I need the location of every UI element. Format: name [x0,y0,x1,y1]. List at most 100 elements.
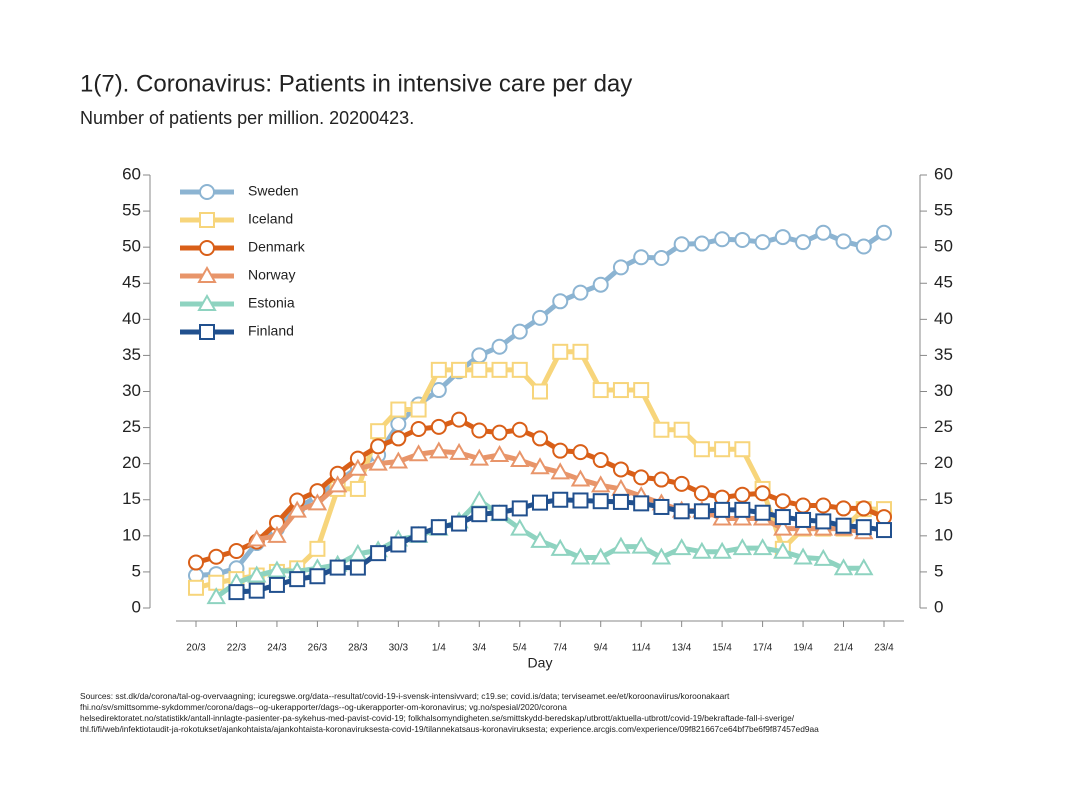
data-point [611,536,631,554]
data-point [673,236,690,253]
data-point [471,422,488,439]
data-point [592,276,609,293]
data-point [550,462,570,480]
legend-label: Norway [248,267,295,283]
series [228,491,892,601]
series [188,411,892,571]
data-point [228,542,245,559]
y-tick-label: 10 [122,525,141,544]
y-tick-label: 30 [122,381,141,400]
data-point [752,538,773,556]
data-point [532,309,548,326]
data-point [673,421,690,438]
data-point [673,503,690,520]
y2-tick-label: 5 [934,561,943,580]
data-point [469,490,490,508]
data-point [348,458,368,476]
data-point [876,522,892,539]
y2-tick-label: 15 [934,489,953,508]
data-point [552,293,569,310]
y2-tick-label: 35 [934,345,953,364]
data-point [289,571,306,588]
data-point [855,519,872,536]
legend-marker [199,240,215,256]
y-tick-label: 25 [122,417,141,436]
data-point [754,504,771,521]
x-tick-label: 21/4 [834,643,854,654]
data-point [511,500,528,517]
data-point [552,442,569,459]
data-point [633,382,650,399]
data-point [592,382,609,399]
data-point [287,500,307,518]
data-point [612,461,629,478]
data-point [246,565,267,583]
data-point [388,451,409,469]
legend-label: Iceland [248,211,293,227]
data-point [552,343,569,360]
y2-tick-label: 45 [934,273,953,292]
y-tick-label: 0 [132,597,141,616]
data-point [530,457,550,475]
data-point [612,493,629,510]
data-point [815,497,832,514]
y2-tick-label: 40 [934,309,953,328]
data-point [511,361,528,378]
legend-label: Sweden [248,183,299,199]
x-tick-label: 11/4 [632,643,651,654]
data-point [855,238,872,255]
data-point [570,469,591,487]
data-point [612,382,629,399]
x-tick-label: 3/4 [472,643,486,654]
data-point [692,541,712,559]
data-point [774,493,791,510]
data-point [835,500,852,517]
data-point [693,441,710,458]
legend-marker [199,184,215,200]
data-point [774,509,791,526]
y-tick-label: 55 [122,201,141,220]
legend-marker [197,265,217,283]
data-point [469,448,490,466]
data-point [714,441,731,458]
data-point [511,323,528,340]
data-point [370,545,387,562]
legend-marker [197,293,217,311]
data-point [572,284,589,301]
source-line: thl.fi/fi/web/infektiotaudit-ja-rokotuks… [80,724,819,734]
y-tick-label: 50 [122,237,141,256]
y-tick-label: 35 [122,345,141,364]
data-point [773,541,793,559]
x-tick-label: 22/3 [227,643,247,654]
y2-tick-label: 0 [934,597,943,616]
data-point [370,438,387,455]
data-point [370,423,387,440]
data-point [835,233,852,250]
data-point [510,450,530,468]
data-point [268,576,285,593]
legend-label: Estonia [248,295,295,311]
data-point [653,498,670,515]
x-tick-label: 15/4 [712,643,732,654]
data-point [449,442,469,460]
data-point [774,229,791,246]
data-point [390,536,407,553]
data-point [491,361,508,378]
data-point [471,347,488,364]
data-point [592,452,609,469]
data-point [795,511,812,528]
data-point [572,444,589,461]
data-point [714,501,731,518]
data-point [754,485,771,502]
y-tick-label: 60 [122,164,141,183]
data-point [673,475,690,492]
data-point [451,411,468,428]
y-tick-label: 5 [132,561,141,580]
data-point [854,558,874,576]
data-point [410,526,427,543]
x-axis-label: Day [528,655,553,671]
y-tick-label: 40 [122,309,141,328]
y-tick-label: 15 [122,489,141,508]
data-point [552,491,569,508]
data-point [430,519,447,536]
